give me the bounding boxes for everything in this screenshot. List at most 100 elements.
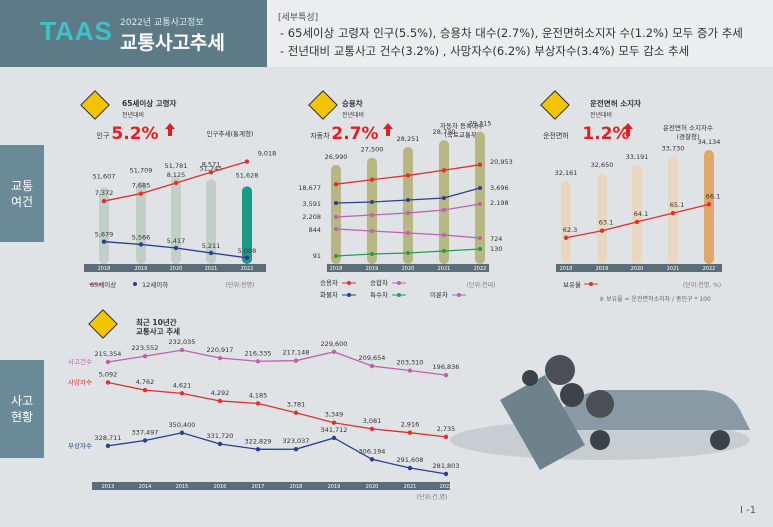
child-label: 5,417 (167, 237, 186, 245)
rate-point (670, 210, 676, 216)
death-label: 2,916 (401, 421, 420, 429)
x-tick-label: 2019 (328, 484, 341, 490)
x-tick-label: 2022 (703, 266, 716, 272)
special-point (406, 251, 410, 255)
page-number: I -1 (740, 505, 757, 516)
death-label: 4,762 (136, 378, 155, 386)
acc-point (407, 368, 413, 373)
accident-sign-icon (88, 309, 118, 339)
car-bar (475, 131, 485, 264)
elderly-label: 8,571 (202, 160, 221, 168)
acc-line (107, 349, 447, 376)
license-bar (668, 156, 678, 264)
rate-label: 63.1 (599, 219, 613, 227)
license-bar (597, 173, 607, 264)
legend-swatch (397, 281, 401, 285)
death-label: 4,292 (211, 389, 230, 397)
bar-label: 33,191 (626, 153, 649, 161)
subtitle: 2022년 교통사고정보 (120, 18, 204, 28)
x-tick-label: 2022 (241, 266, 254, 272)
rate-point (706, 202, 712, 207)
injury-label: 322,829 (245, 437, 272, 445)
x-tick-label: 2014 (139, 484, 152, 490)
car-bar (439, 140, 449, 264)
legend-swatch (457, 293, 461, 297)
population-bar (136, 181, 146, 264)
x-tick-label: 2017 (252, 484, 265, 490)
bar-label: 51,607 (93, 173, 116, 181)
x-tick-label: 2021 (438, 266, 451, 272)
notes-panel (267, 0, 773, 67)
note-2: - 전년대비 교통사고 건수(3.2%) , 사망자수(6.2%) 부상자수(3… (280, 44, 690, 58)
side-line: 현황 (10, 410, 34, 424)
legend-label: 보유율 (563, 281, 581, 289)
injury-label: 323,037 (283, 437, 310, 445)
moto-point (442, 233, 446, 237)
car-bar (403, 146, 413, 264)
acc-label: 216,335 (245, 349, 272, 357)
population-bar (99, 187, 109, 264)
legend-label: 12세이하 (142, 280, 168, 289)
special-label: 91 (313, 252, 321, 260)
legend-label: 승용차 (320, 278, 338, 287)
child-point (101, 239, 107, 244)
side-label-accident: 사고 현황 (0, 360, 44, 458)
rate-point (634, 219, 640, 225)
right-label: (경찰청) (676, 132, 699, 141)
death-label: 3,349 (325, 411, 344, 419)
injury-label: 337,497 (132, 429, 159, 437)
acc-label: 229,600 (321, 340, 348, 348)
van-point (478, 202, 482, 206)
injury-point (369, 457, 375, 462)
injury-label: 350,400 (169, 421, 196, 429)
unit-label: (단위:천명, %) (683, 281, 721, 289)
bar-label: 29,315 (469, 120, 492, 128)
legend-label: 이륜차 (430, 290, 448, 299)
panel-title: 운전면허 소지자 (590, 98, 641, 108)
smoke-icon (586, 390, 614, 418)
bar-label: 51,628 (236, 171, 259, 179)
sedan-point (405, 173, 411, 178)
special-point (370, 252, 374, 256)
license-sign-icon (540, 90, 570, 120)
truck-point (370, 200, 374, 204)
special-label: 130 (490, 245, 502, 253)
footnote: ※ 보유율 = 운전면허소지자 / 총인구 * 100 (599, 295, 711, 303)
change-value: 2.7% (331, 124, 378, 144)
special-point (478, 247, 482, 251)
side-line: 여건 (10, 195, 34, 209)
bar-label: 26,990 (325, 153, 348, 161)
bar-label: 51,781 (165, 162, 188, 170)
child-label: 5,211 (202, 242, 221, 250)
change-value: 5.2% (111, 124, 158, 144)
acc-label: 215,354 (95, 350, 122, 358)
van-label: 2,208 (302, 213, 321, 221)
smoke-icon (545, 355, 575, 385)
acc-point (443, 372, 449, 378)
left-label: 인구 (97, 131, 110, 140)
acc-label: 223,552 (132, 344, 159, 352)
wheel-icon (522, 370, 538, 386)
rate-point (563, 235, 569, 240)
rate-label: 64.1 (634, 210, 648, 218)
right-label: 인구추세(통계청) (207, 129, 254, 138)
legend-swatch (347, 293, 351, 297)
x-tick-label: 2019 (366, 266, 379, 272)
child-point (138, 242, 144, 247)
x-tick-label: 2020 (631, 266, 644, 272)
truck-point (478, 186, 482, 190)
moto-point (370, 229, 374, 233)
x-tick-label: 2020 (170, 266, 183, 272)
rate-label: 65.1 (670, 201, 684, 209)
special-point (334, 254, 338, 258)
sedan-label: 20,953 (490, 158, 513, 166)
elderly-point (244, 159, 250, 164)
legend-swatch (347, 281, 351, 285)
van-point (406, 211, 410, 215)
rate-label: 62.3 (563, 226, 577, 234)
acc-label: 196,836 (433, 363, 460, 371)
acc-point (331, 349, 337, 355)
truck-label: 3,696 (490, 184, 509, 192)
wheel-icon (590, 430, 610, 450)
injury-label: 281,803 (433, 462, 460, 470)
